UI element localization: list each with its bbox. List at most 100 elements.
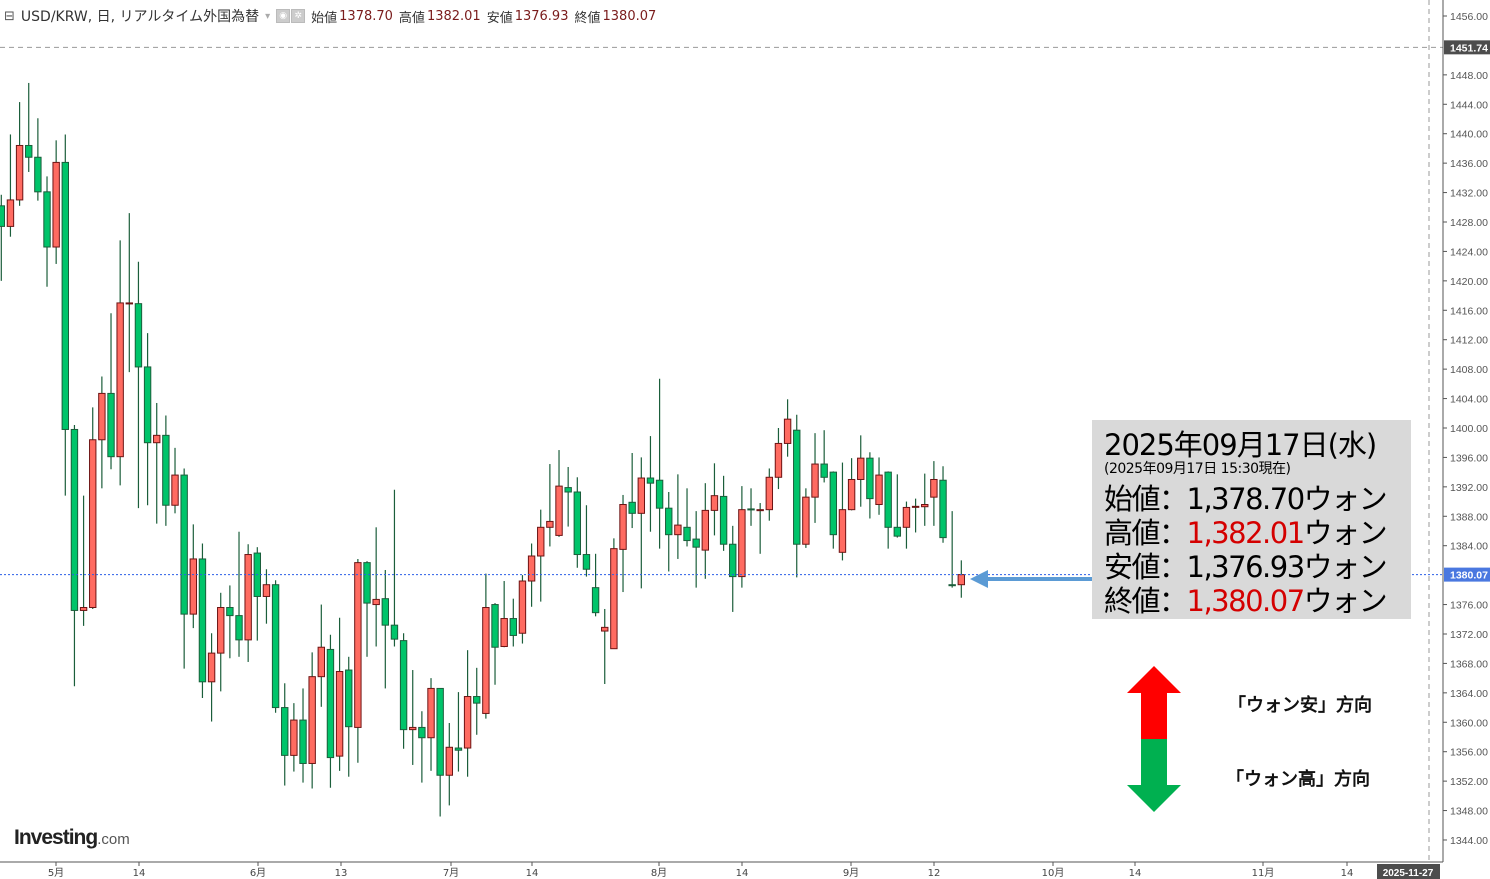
candle — [162, 415, 170, 526]
candle — [180, 468, 188, 669]
candle — [345, 656, 353, 777]
candle-body — [701, 509, 710, 551]
candle — [537, 509, 545, 602]
info-row-high: 高値：1,382.01ウォン — [1104, 510, 1388, 552]
candle — [811, 433, 819, 523]
annotation-arrow — [970, 570, 1092, 588]
candle — [98, 376, 106, 489]
candle — [646, 436, 655, 532]
time-axis[interactable]: 5月 14 6月 13 7月 14 8月 14 9月 12 10月 14 11月 14 2025-11-27 — [0, 861, 1443, 879]
candle-body — [162, 434, 170, 506]
candle-body — [125, 302, 134, 305]
price-tick-label: 1416.00 — [1450, 305, 1488, 317]
price-axis[interactable]: 1456.00 1448.00 1444.00 1440.00 1436.00 1432.… — [1442, 0, 1490, 862]
high-label: 高値 — [398, 10, 425, 26]
low-label: 安値 — [486, 10, 513, 26]
candle-body — [674, 524, 682, 536]
candles-layer — [0, 82, 966, 817]
candle-body — [710, 495, 719, 511]
candle-body — [244, 554, 252, 641]
price-tick-label: 1432.00 — [1450, 188, 1488, 200]
candle — [591, 553, 600, 617]
candle-body — [463, 696, 472, 749]
time-tick-label: 14 — [736, 868, 749, 879]
candle-body — [262, 584, 271, 597]
candle-body — [765, 476, 774, 511]
candle — [43, 176, 51, 287]
candle-body — [729, 543, 737, 578]
candle-body — [646, 477, 655, 484]
price-tick-label: 1360.00 — [1450, 717, 1488, 729]
candle — [198, 543, 207, 698]
time-tick-label: 8月 — [651, 867, 667, 879]
price-tick-label: 1428.00 — [1450, 217, 1488, 229]
candle-body — [738, 509, 746, 578]
candle — [70, 425, 79, 687]
info-date: 2025年09月17日(水) — [1104, 428, 1377, 462]
candle — [847, 458, 856, 511]
open-label: 始値 — [311, 10, 338, 26]
info-row-close: 終値：1,380.07ウォン — [1104, 578, 1388, 620]
price-tick-label: 1352.00 — [1450, 776, 1488, 788]
candle-body — [591, 587, 600, 614]
candle — [509, 598, 518, 647]
candle — [857, 435, 865, 507]
candle-body — [180, 474, 188, 615]
candle-body — [838, 509, 847, 553]
candle — [125, 213, 134, 373]
candle — [6, 134, 15, 237]
candle — [619, 494, 627, 593]
candle — [226, 585, 234, 659]
candle-body — [582, 554, 591, 570]
end-date-label: 2025-11-27 — [1383, 868, 1434, 879]
candle-body — [52, 161, 60, 248]
candle — [445, 723, 454, 806]
candle — [436, 687, 444, 817]
time-tick-label: 6月 — [250, 867, 266, 879]
candle-body — [637, 477, 646, 514]
candle-body — [207, 652, 216, 683]
time-tick-label: 12 — [928, 868, 941, 879]
candle-body — [546, 520, 554, 528]
candle-body — [619, 504, 627, 550]
candle-body — [0, 205, 6, 227]
candle — [390, 489, 399, 647]
candle-body — [628, 501, 636, 514]
candle-body — [875, 474, 883, 506]
candle — [628, 453, 636, 529]
candle-body — [930, 478, 938, 498]
collapse-icon[interactable]: ⊟ — [4, 8, 15, 24]
time-tick-label: 10月 — [1042, 867, 1065, 879]
candle-body — [655, 479, 664, 509]
candle — [683, 488, 691, 547]
candle — [674, 474, 682, 559]
candle-body — [948, 584, 956, 587]
price-badge-label: 1451.74 — [1450, 42, 1488, 54]
candle-body — [473, 696, 481, 704]
price-tick-label: 1356.00 — [1450, 747, 1488, 759]
candle — [866, 452, 874, 519]
candle — [134, 261, 143, 509]
price-badge-bg — [1444, 567, 1490, 582]
candle-body — [134, 303, 143, 368]
candle-body — [345, 669, 353, 728]
candle-body — [564, 487, 572, 493]
candle — [555, 450, 563, 537]
candle — [463, 650, 472, 777]
candle — [829, 471, 838, 549]
candle-body — [372, 598, 380, 606]
candle-body — [820, 463, 828, 478]
price-tick-label: 1408.00 — [1450, 364, 1488, 376]
eye-icon[interactable]: ◉ — [276, 9, 291, 23]
candle-body — [866, 457, 874, 500]
chevron-down-icon[interactable]: ▾ — [265, 10, 271, 22]
candle-body — [719, 495, 728, 545]
candle — [939, 466, 947, 543]
time-tick-label: 14 — [1129, 868, 1142, 879]
candle-body — [153, 434, 161, 444]
symbol-title[interactable]: USD/KRW, 日, リアルタイム外国為替 — [20, 9, 260, 25]
candle-body — [381, 598, 390, 626]
gear-icon[interactable]: ✲ — [291, 9, 306, 23]
candle-body — [454, 747, 463, 751]
